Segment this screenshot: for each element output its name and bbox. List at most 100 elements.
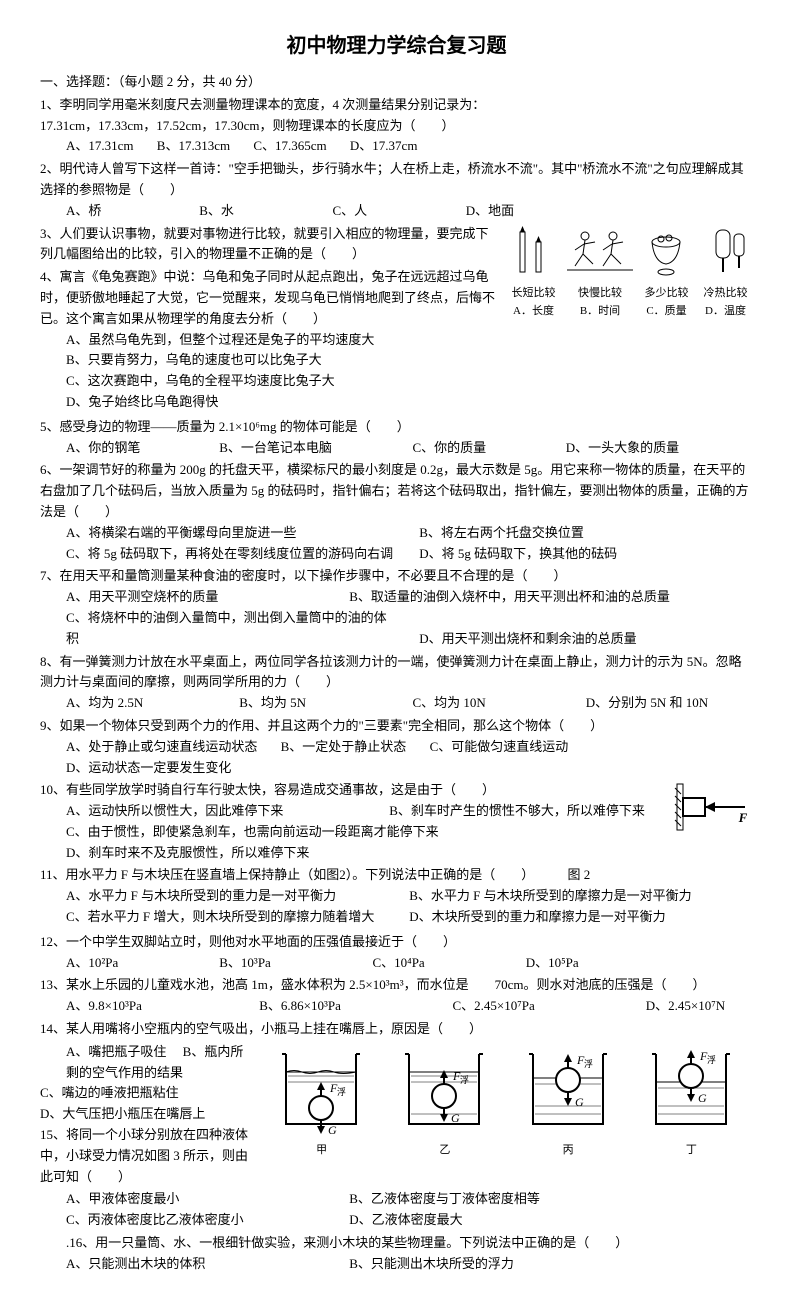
q5-A: A、你的钢笔 — [66, 438, 196, 459]
beaker-bing-label: 丙 — [521, 1142, 616, 1160]
q15-choices: A、甲液体密度最小 B、乙液体密度与丁液体密度相等 C、丙液体密度比乙液体密度小… — [40, 1189, 753, 1231]
q10-B: B、刹车时产生的惯性不够大，所以难停下来 — [389, 801, 645, 822]
q13-D: D、2.45×10⁷N — [646, 996, 725, 1017]
q2-C: C、人 — [333, 201, 443, 222]
q1-stem: 1、李明同学用毫米刻度尺去测量物理课本的宽度，4 次测量结果分别记录为： — [40, 95, 753, 116]
q14-D: D、大气压把小瓶压在嘴唇上 — [40, 1106, 205, 1121]
q14: 14、某人用嘴将小空瓶内的空气吸出，小瓶马上挂在嘴唇上，原因是（ ） — [40, 1019, 753, 1040]
q11-D: D、木块所受到的重力和摩擦力是一对平衡力 — [409, 907, 665, 928]
q6-A: A、将横梁右端的平衡螺母向里旋进一些 — [66, 523, 396, 544]
q5-C: C、你的质量 — [413, 438, 543, 459]
q8: 8、有一弹簧测力计放在水平桌面上，两位同学各拉该测力计的一端，使弹簧测力计在桌面… — [40, 652, 753, 714]
q7-A: A、用天平测空烧杯的质量 — [66, 587, 326, 608]
q5-D: D、一头大象的质量 — [566, 438, 679, 459]
q12: 12、一个中学生双脚站立时，则他对水平地面的压强值最接近于（ ） A、10²Pa… — [40, 932, 753, 974]
q15-D: D、乙液体密度最大 — [349, 1210, 462, 1231]
panel-B-bot: B．时间 — [565, 303, 635, 321]
q2-D: D、地面 — [466, 201, 514, 222]
q8-B: B、均为 5N — [239, 693, 389, 714]
q4-D: D、兔子始终比乌龟跑得快 — [40, 392, 753, 413]
q1-B: B、17.313cm — [157, 136, 230, 157]
q6: 6、一架调节好的称量为 200g 的托盘天平，横梁标尺的最小刻度是 0.2g，最… — [40, 460, 753, 564]
beaker-jia-icon: F浮 G — [274, 1046, 369, 1136]
panel-C-bot: C．质量 — [639, 303, 694, 321]
svg-text:G: G — [698, 1091, 707, 1105]
q15-C: C、丙液体密度比乙液体密度小 — [66, 1210, 326, 1231]
beaker-yi-icon: F浮 G — [397, 1046, 492, 1136]
panel-A-bot: A．长度 — [506, 303, 561, 321]
q7: 7、在用天平和量筒测量某种食油的密度时，以下操作步骤中，不必要且不合理的是（ ）… — [40, 566, 753, 649]
q10-D: D、刹车时来不及克服惯性，所以难停下来 — [40, 843, 753, 864]
q16: .16、用一只量筒、水、一根细针做实验，来测小木块的某些物理量。下列说法中正确的… — [40, 1233, 753, 1275]
q15-stem: 15、将同一个小球分别放在四种液体中，小球受力情况如图 3 所示，则由此可知（ … — [40, 1125, 250, 1187]
panel-D-bot: D．温度 — [698, 303, 753, 321]
q7-stem: 7、在用天平和量筒测量某种食油的密度时，以下操作步骤中，不必要且不合理的是（ ） — [40, 566, 753, 587]
q8-A: A、均为 2.5N — [66, 693, 216, 714]
q1-C: C、17.365cm — [253, 136, 326, 157]
q10-C: C、由于惯性，即使紧急刹车，也需向前运动一段距离才能停下来 — [40, 822, 753, 843]
q12-B: B、10³Pa — [219, 953, 349, 974]
q4-B: B、只要肯努力，乌龟的速度也可以比兔子大 — [40, 350, 753, 371]
q1-line2: 17.31cm，17.33cm，17.52cm，17.30cm，则物理课本的长度… — [40, 116, 753, 137]
pencils-icon — [506, 224, 561, 279]
q5-B: B、一台笔记本电脑 — [219, 438, 389, 459]
q9-stem: 9、如果一个物体只受到两个力的作用、并且这两个力的"三要素"完全相同，那么这个物… — [40, 716, 753, 737]
q6-stem: 6、一架调节好的称量为 200g 的托盘天平，横梁标尺的最小刻度是 0.2g，最… — [40, 460, 753, 522]
fig-2: F — [673, 780, 753, 863]
beaker-row: F浮 G 甲 F浮 — [260, 1046, 753, 1160]
svg-text:G: G — [575, 1095, 584, 1109]
q7-B: B、取适量的油倒入烧杯中，用天平测出杯和油的总质量 — [349, 587, 670, 608]
svg-text:浮: 浮 — [584, 1058, 593, 1069]
q16-stem: .16、用一只量筒、水、一根细针做实验，来测小木块的某些物理量。下列说法中正确的… — [40, 1233, 753, 1254]
page-title: 初中物理力学综合复习题 — [40, 30, 753, 62]
q10-stem: 10、有些同学放学时骑自行车行驶太快，容易造成交通事故，这是由于（ ） — [40, 780, 753, 801]
q13-A: A、9.8×10³Pa — [66, 996, 236, 1017]
beaker-bing-icon: F浮 G — [521, 1046, 616, 1136]
q7-C: C、将烧杯中的油倒入量筒中，测出倒入量筒中的油的体积 — [66, 608, 396, 650]
q2-A: A、桥 — [66, 201, 176, 222]
q13-B: B、6.86×10³Pa — [259, 996, 429, 1017]
q16-A: A、只能测出木块的体积 — [66, 1254, 326, 1275]
q6-D: D、将 5g 砝码取下，换其他的砝码 — [419, 544, 617, 565]
beaker-ding-icon: F浮 G — [644, 1046, 739, 1136]
q14-A: A、嘴把瓶子吸住 — [66, 1044, 166, 1059]
svg-text:浮: 浮 — [337, 1086, 346, 1097]
q8-C: C、均为 10N — [413, 693, 563, 714]
q6-C: C、将 5g 砝码取下，再将处在零刻线度位置的游码向右调 — [66, 544, 396, 565]
q13: 13、某水上乐园的儿童戏水池，池高 1m，盛水体积为 2.5×10³m³，而水位… — [40, 975, 753, 1017]
popsicle-icon — [698, 224, 753, 279]
panel-B-top: 快慢比较 — [565, 285, 635, 303]
q2-B: B、水 — [199, 201, 309, 222]
q8-stem: 8、有一弹簧测力计放在水平桌面上，两位同学各拉该测力计的一端，使弹簧测力计在桌面… — [40, 652, 753, 694]
q3-diagram: 长短比较 A．长度 快慢比较 B．时间 — [506, 224, 753, 321]
panel-C-top: 多少比较 — [639, 285, 694, 303]
q5-stem: 5、感受身边的物理——质量为 2.1×10⁶mg 的物体可能是（ ） — [40, 417, 753, 438]
q15-A: A、甲液体密度最小 — [66, 1189, 326, 1210]
q11-C: C、若水平力 F 增大，则木块所受到的摩擦力随着增大 — [66, 907, 386, 928]
q9-D: D、运动状态一定要发生变化 — [66, 758, 231, 779]
fig2-label: 图 2 — [568, 867, 591, 882]
q9-B: B、一定处于静止状态 — [281, 737, 407, 758]
runners-icon — [565, 224, 635, 279]
q12-stem: 12、一个中学生双脚站立时，则他对水平地面的压强值最接近于（ ） — [40, 932, 753, 953]
q9-A: A、处于静止或匀速直线运动状态 — [66, 737, 257, 758]
q11: 11、用水平力 F 与木块压在竖直墙上保持静止（如图2）。下列说法中正确的是（ … — [40, 865, 753, 927]
q5: 5、感受身边的物理——质量为 2.1×10⁶mg 的物体可能是（ ） A、你的钢… — [40, 417, 753, 459]
q4-A: A、虽然乌龟先到，但整个过程还是兔子的平均速度大 — [40, 330, 753, 351]
q9: 9、如果一个物体只受到两个力的作用、并且这两个力的"三要素"完全相同，那么这个物… — [40, 716, 753, 778]
q13-stem: 13、某水上乐园的儿童戏水池，池高 1m，盛水体积为 2.5×10³m³，而水位… — [40, 975, 753, 996]
q14-stem: 14、某人用嘴将小空瓶内的空气吸出，小瓶马上挂在嘴唇上，原因是（ ） — [40, 1021, 482, 1036]
q8-D: D、分别为 5N 和 10N — [586, 693, 708, 714]
beaker-yi-label: 乙 — [397, 1142, 492, 1160]
q9-C: C、可能做匀速直线运动 — [430, 737, 569, 758]
q11-B: B、水平力 F 与木块所受到的摩擦力是一对平衡力 — [409, 886, 691, 907]
q15-B: B、乙液体密度与丁液体密度相等 — [349, 1189, 540, 1210]
fig2-F: F — [703, 808, 783, 829]
q2-stem: 2、明代诗人曾写下这样一首诗："空手把锄头，步行骑水牛；人在桥上走，桥流水不流"… — [40, 159, 753, 201]
q4-C: C、这次赛跑中，乌龟的全程平均速度比兔子大 — [40, 371, 753, 392]
section-1-header: 一、选择题：（每小题 2 分，共 40 分） — [40, 72, 753, 93]
q10-A: A、运动快所以惯性大，因此难停下来 — [66, 801, 366, 822]
svg-text:浮: 浮 — [707, 1054, 716, 1065]
q2: 2、明代诗人曾写下这样一首诗："空手把锄头，步行骑水牛；人在桥上走，桥流水不流"… — [40, 159, 753, 221]
q14-C: C、嘴边的唾液把瓶粘住 — [40, 1085, 179, 1100]
